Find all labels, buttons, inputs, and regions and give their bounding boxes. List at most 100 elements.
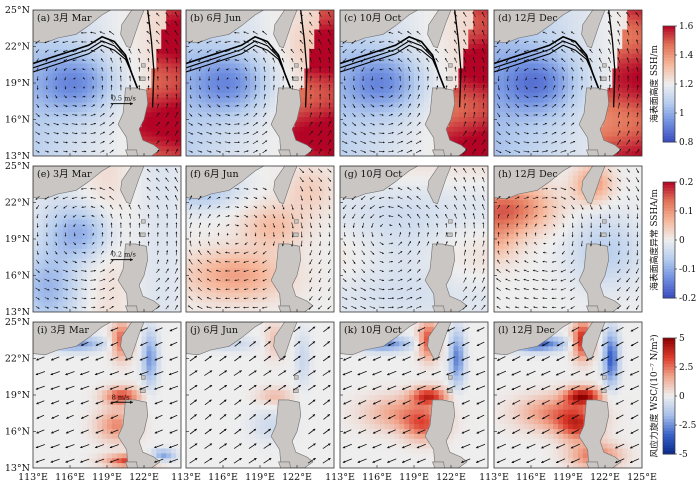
heatmap-cell	[494, 146, 500, 152]
heatmap-cell	[453, 136, 459, 142]
vector-arrow	[454, 21, 458, 26]
heatmap-cell	[379, 107, 385, 113]
heatmap-cell	[463, 19, 469, 26]
heatmap-cell	[67, 92, 74, 99]
heatmap-cell	[324, 107, 330, 113]
heatmap-cell	[200, 53, 207, 60]
vector-arrow	[281, 48, 285, 54]
land-polygon	[427, 10, 452, 49]
heatmap-cell	[220, 58, 227, 65]
heatmap-cell	[528, 73, 535, 79]
heatmap-cell	[523, 44, 530, 50]
heatmap-cell	[190, 102, 197, 108]
heatmap-cell	[627, 19, 633, 26]
heatmap-cell	[146, 112, 152, 118]
heatmap-cell	[240, 136, 246, 142]
heatmap-cell	[612, 131, 618, 138]
heatmap-cell	[508, 83, 515, 89]
vector-arrow	[62, 113, 69, 117]
heatmap-cell	[309, 112, 315, 118]
heatmap-cell	[72, 92, 78, 99]
heatmap-cell	[274, 10, 281, 16]
heatmap-cell	[622, 107, 628, 113]
heatmap-cell	[62, 243, 69, 250]
vector-arrow	[252, 48, 258, 54]
heatmap-cell	[255, 24, 261, 31]
heatmap-cell	[72, 141, 78, 147]
heatmap-cell	[483, 97, 488, 104]
heatmap-cell	[190, 87, 197, 94]
heatmap-cell	[260, 126, 266, 133]
heatmap-cell	[274, 58, 281, 65]
heatmap-cell	[473, 58, 479, 65]
vector-arrow	[101, 94, 104, 99]
heatmap-cell	[57, 146, 64, 152]
heatmap-cell	[463, 131, 469, 138]
heatmap-cell	[622, 112, 628, 118]
heatmap-cell	[309, 151, 315, 156]
heatmap-cell	[314, 146, 320, 152]
heatmap-cell	[394, 102, 400, 108]
heatmap-cell	[453, 92, 459, 99]
heatmap-cell	[37, 239, 44, 245]
heatmap-cell	[404, 97, 410, 104]
heatmap-cell	[473, 136, 479, 142]
heatmap-cell	[543, 107, 549, 113]
heatmap-cell	[225, 92, 231, 99]
heatmap-cell	[176, 97, 181, 104]
heatmap-cell	[354, 92, 361, 99]
heatmap-cell	[57, 39, 64, 45]
heatmap-cell	[274, 14, 281, 21]
heatmap-cell	[245, 63, 251, 69]
heatmap-cell	[240, 126, 246, 133]
vector-arrow	[388, 40, 394, 43]
heatmap-cell	[369, 78, 376, 84]
heatmap-cell	[438, 48, 445, 55]
heatmap-cell	[399, 68, 405, 74]
heatmap-cell	[47, 39, 54, 45]
heatmap-cell	[309, 83, 315, 89]
heatmap-cell	[186, 63, 192, 69]
vector-arrow	[197, 150, 203, 153]
heatmap-cell	[136, 200, 143, 206]
heatmap-cell	[528, 131, 535, 138]
heatmap-cell	[176, 48, 181, 55]
heatmap-cell	[478, 146, 484, 152]
heatmap-cell	[299, 68, 305, 74]
vector-arrow	[282, 84, 285, 90]
vector-arrow	[262, 140, 268, 145]
heatmap-cell	[478, 102, 484, 108]
vector-arrow	[318, 139, 323, 145]
heatmap-cell	[463, 136, 469, 142]
heatmap-cell	[37, 234, 44, 240]
heatmap-cell	[299, 102, 305, 108]
heatmap-cell	[409, 19, 415, 26]
heatmap-cell	[82, 243, 88, 250]
heatmap-cell	[235, 92, 241, 99]
heatmap-cell	[255, 141, 261, 147]
heatmap-cell	[264, 14, 271, 21]
heatmap-cell	[176, 87, 181, 94]
heatmap-cell	[87, 48, 93, 55]
heatmap-cell	[299, 83, 305, 89]
heatmap-cell	[309, 87, 315, 94]
heatmap-cell	[374, 63, 381, 69]
heatmap-cell	[597, 29, 604, 35]
heatmap-cell	[72, 73, 78, 79]
vector-arrow	[208, 85, 211, 91]
vector-arrow	[463, 39, 467, 45]
heatmap-cell	[612, 83, 618, 89]
heatmap-cell	[92, 248, 98, 255]
heatmap-cell	[200, 73, 207, 79]
heatmap-cell	[87, 239, 93, 245]
heatmap-cell	[107, 175, 113, 182]
heatmap-cell	[389, 126, 395, 133]
heatmap-cell	[568, 87, 574, 94]
heatmap-cell	[260, 83, 266, 89]
heatmap-cell	[627, 136, 633, 142]
heatmap-cell	[87, 224, 93, 230]
heatmap-cell	[304, 92, 310, 99]
heatmap-cell	[230, 131, 236, 138]
heatmap-cell	[329, 19, 334, 26]
heatmap-cell	[146, 121, 152, 128]
